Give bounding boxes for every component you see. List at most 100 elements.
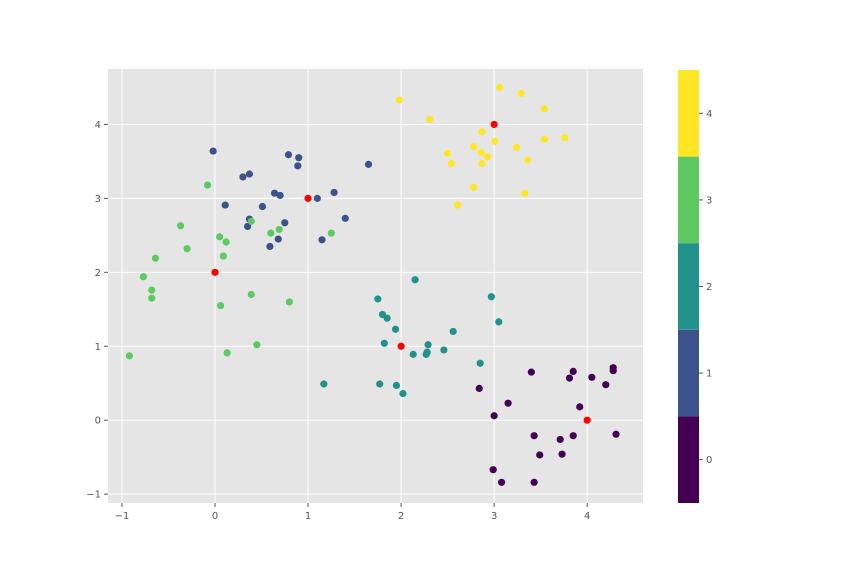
y-tick-label: −1	[86, 490, 101, 501]
cluster-2-point	[487, 293, 495, 301]
cluster-3-point	[176, 222, 185, 230]
cluster-2-point	[495, 318, 503, 326]
colorbar-tick-label: 0	[706, 455, 712, 466]
cluster-0-point	[602, 381, 610, 389]
cluster-1-point	[245, 170, 254, 178]
cluster-centers	[211, 120, 591, 424]
colorbar-ticks: 0 1 2 3 4	[699, 109, 712, 466]
cluster-2-point	[440, 346, 448, 354]
cluster-0-point	[504, 399, 512, 407]
cluster-1-point	[295, 154, 303, 162]
cluster-0-point	[530, 478, 538, 486]
cluster-2-point	[399, 389, 407, 398]
cluster-1-point	[258, 202, 267, 211]
cluster-4-point	[470, 183, 478, 191]
cluster-4-point	[470, 143, 478, 151]
cluster-4-point	[447, 160, 455, 168]
cluster-2-point	[422, 350, 430, 358]
cluster-2-point	[449, 327, 457, 336]
colorbar-segment-0	[678, 416, 699, 503]
y-tick-label: 1	[95, 342, 101, 353]
colorbar-tick-label: 1	[706, 369, 712, 380]
colorbar-segment-3	[678, 156, 699, 244]
x-tick-label: 4	[584, 511, 590, 522]
data-points	[125, 83, 620, 486]
x-tick-label: 3	[491, 511, 497, 522]
colorbar-segments	[678, 70, 699, 503]
cluster-3-point	[139, 273, 147, 281]
cluster-3-point	[275, 225, 283, 234]
cluster-2-point	[376, 380, 384, 388]
cluster-2-point	[383, 314, 391, 322]
cluster-4-point	[454, 201, 462, 209]
cluster-1-point	[341, 214, 349, 222]
cluster-1-point	[330, 188, 338, 197]
cluster-0-point	[569, 367, 577, 375]
x-tick-label: 1	[305, 511, 311, 522]
cluster-0-point	[489, 466, 497, 474]
cluster-1-point	[294, 162, 302, 170]
cluster-3-point	[267, 229, 275, 237]
cluster-center-point	[583, 416, 591, 424]
cluster-4-point	[477, 148, 485, 157]
cluster-3-point	[148, 294, 156, 302]
plot-background	[108, 69, 643, 503]
cluster-1-point	[221, 201, 229, 209]
colorbar: 0 1 2 3 4	[678, 70, 712, 503]
cluster-3-point	[285, 298, 294, 306]
x-tick-label: 0	[212, 511, 218, 522]
grid-lines	[108, 69, 643, 503]
x-tick-label: −1	[115, 511, 130, 522]
cluster-3-point	[247, 290, 255, 299]
cluster-0-point	[527, 368, 535, 376]
cluster-4-point	[426, 115, 434, 123]
x-tick-label: 2	[398, 511, 404, 522]
cluster-4-point	[521, 189, 529, 197]
cluster-1-point	[270, 189, 279, 197]
cluster-0-point	[612, 430, 620, 438]
cluster-0-point	[475, 384, 483, 393]
cluster-3-point	[216, 301, 225, 310]
cluster-2-point	[380, 339, 388, 347]
cluster-0-point	[536, 451, 544, 459]
cluster-1-point	[276, 191, 284, 200]
cluster-3-point	[203, 181, 212, 189]
cluster-3-point	[247, 217, 255, 225]
cluster-2-point	[374, 295, 382, 303]
cluster-3-point	[148, 286, 156, 294]
cluster-2-point	[409, 350, 417, 358]
cluster-4-point	[478, 128, 486, 136]
colorbar-tick-label: 4	[706, 109, 712, 120]
cluster-4-point	[561, 134, 569, 142]
y-tick-label: 0	[95, 416, 101, 427]
cluster-center-point	[397, 342, 405, 350]
cluster-0-point	[609, 367, 617, 375]
cluster-4-point	[484, 153, 492, 161]
cluster-0-point	[556, 435, 564, 444]
cluster-3-point	[219, 252, 227, 260]
cluster-0-point	[530, 432, 538, 440]
cluster-4-point	[444, 149, 452, 157]
cluster-4-point	[512, 143, 521, 151]
cluster-2-point	[391, 325, 400, 333]
cluster-2-point	[476, 359, 484, 367]
y-tick-label: 3	[95, 194, 101, 205]
cluster-1-point	[313, 194, 321, 202]
cluster-1-point	[281, 219, 289, 227]
cluster-1-point	[274, 235, 282, 243]
colorbar-segment-2	[678, 243, 699, 330]
cluster-2-point	[392, 381, 401, 390]
main-plot-axes: −1 0 1 2 3 4 −1 0 1 2 3 4	[86, 69, 643, 522]
cluster-1-point	[364, 160, 373, 168]
cluster-1-point	[318, 236, 326, 244]
cluster-2-point	[424, 341, 432, 349]
y-axis-ticks: −1 0 1 2 3 4	[86, 120, 108, 501]
cluster-1-point	[284, 151, 293, 159]
cluster-0-point	[497, 478, 506, 486]
cluster-3-point	[222, 238, 230, 246]
cluster-4-point	[496, 83, 504, 92]
cluster-3-point	[183, 245, 191, 253]
cluster-0-point	[588, 373, 596, 381]
cluster-4-point	[478, 160, 486, 168]
